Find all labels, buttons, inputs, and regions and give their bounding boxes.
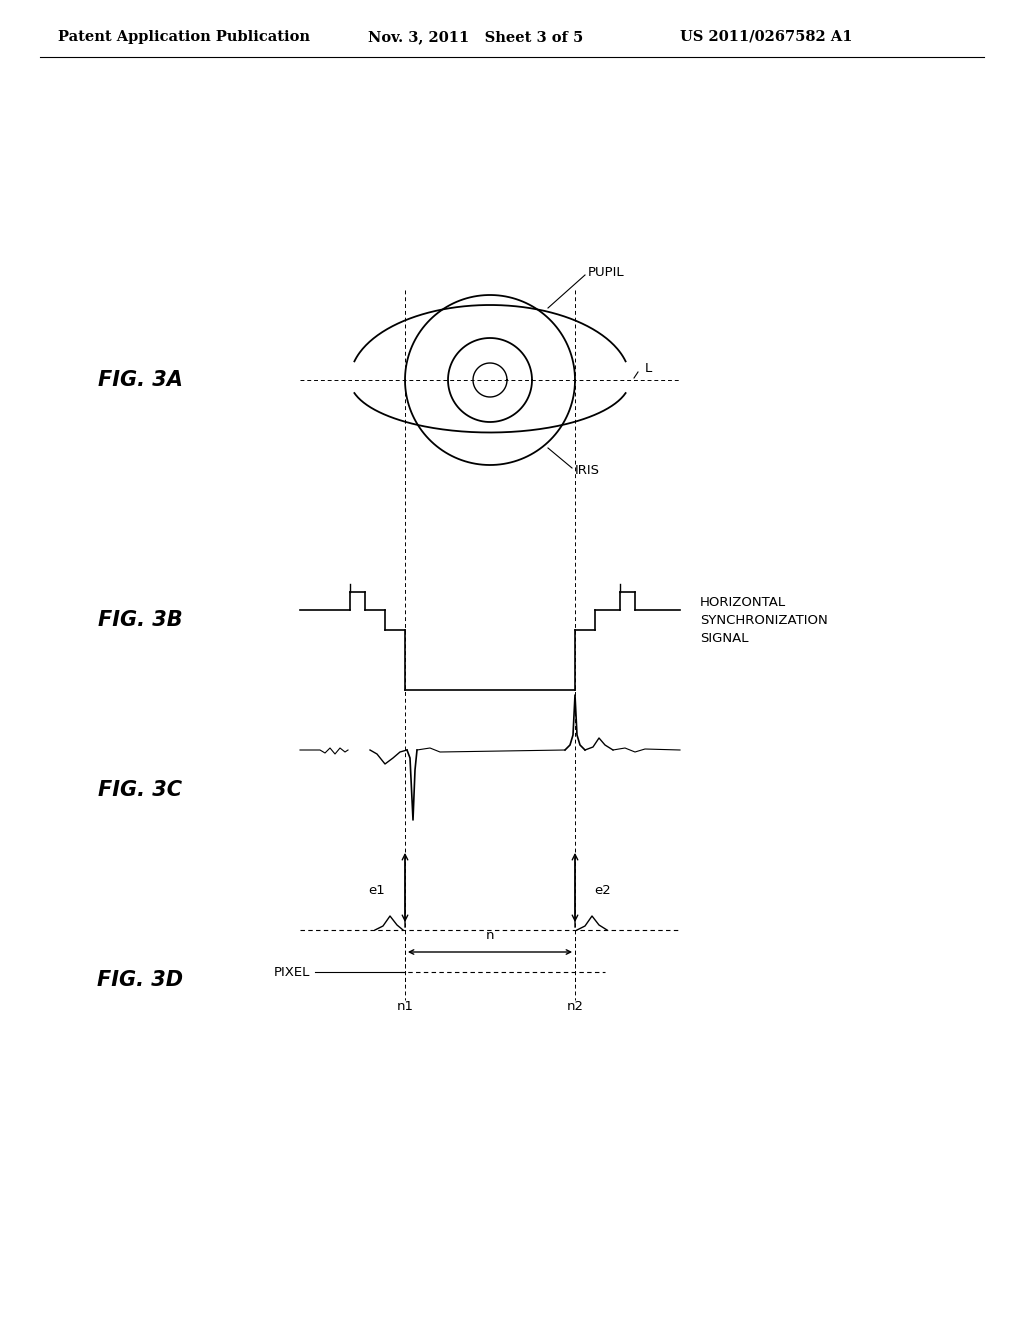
Text: n: n xyxy=(485,929,495,942)
Text: FIG. 3B: FIG. 3B xyxy=(97,610,182,630)
Text: n1: n1 xyxy=(396,1001,414,1012)
Text: Nov. 3, 2011   Sheet 3 of 5: Nov. 3, 2011 Sheet 3 of 5 xyxy=(368,30,584,44)
Text: PIXEL: PIXEL xyxy=(273,965,310,978)
Text: HORIZONTAL
SYNCHRONIZATION
SIGNAL: HORIZONTAL SYNCHRONIZATION SIGNAL xyxy=(700,595,827,644)
Text: FIG. 3A: FIG. 3A xyxy=(97,370,182,389)
Text: L: L xyxy=(645,362,652,375)
Text: Patent Application Publication: Patent Application Publication xyxy=(58,30,310,44)
Text: e2: e2 xyxy=(595,883,611,896)
Text: FIG. 3C: FIG. 3C xyxy=(98,780,182,800)
Text: PUPIL: PUPIL xyxy=(588,265,625,279)
Text: FIG. 3D: FIG. 3D xyxy=(97,970,183,990)
Text: US 2011/0267582 A1: US 2011/0267582 A1 xyxy=(680,30,853,44)
Text: n2: n2 xyxy=(566,1001,584,1012)
Text: IRIS: IRIS xyxy=(575,463,600,477)
Text: e1: e1 xyxy=(369,883,385,896)
